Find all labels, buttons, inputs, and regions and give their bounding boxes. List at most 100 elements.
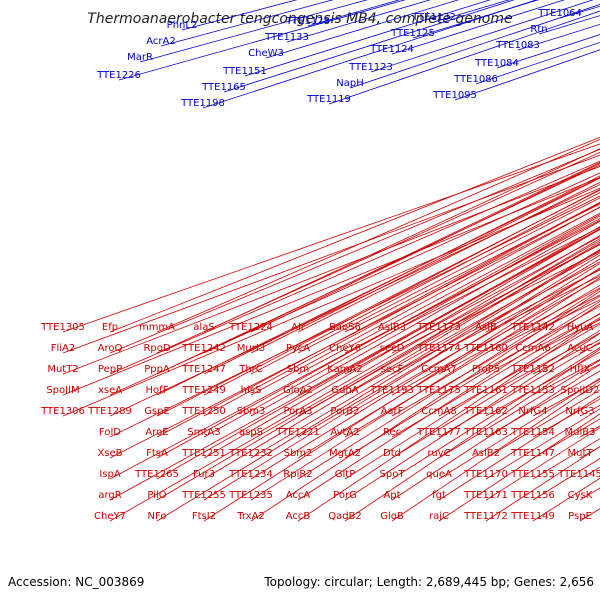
label-leader-line [250, 206, 600, 396]
gene-label: TTE1152 [510, 364, 555, 375]
label-leader-line [244, 0, 491, 77]
gene-label: CcmA7 [421, 364, 456, 375]
gene-label: FtsI2 [192, 511, 216, 522]
label-leader-line [250, 249, 600, 459]
accession-text: Accession: NC_003869 [8, 575, 144, 589]
gene-label: AvtA2 [330, 427, 359, 438]
gene-label: Sbm3 [237, 406, 266, 417]
label-leader-line [297, 318, 600, 522]
label-leader-line [156, 177, 600, 396]
gene-label: AroQ [98, 343, 123, 354]
gene-label: TTE1162 [463, 406, 508, 417]
gene-label: Alr [291, 322, 306, 333]
gene-label: TTE1128 [285, 16, 330, 27]
label-leader-line [109, 239, 600, 522]
gene-label: TTE1247 [181, 364, 226, 375]
gene-label: CysK [568, 490, 593, 501]
gene-label: TTE1193 [369, 385, 414, 396]
label-leader-line [62, 154, 600, 354]
gene-label: PorG [333, 490, 357, 501]
gene-label: Rec [383, 427, 401, 438]
gene-label: TTE1305 [40, 322, 85, 333]
gene-label: PppA [144, 364, 170, 375]
gene-label: TTE1084 [474, 58, 519, 69]
label-leader-line [297, 258, 600, 438]
gene-label: fgt [432, 490, 446, 501]
gene-label: AcrA2 [146, 36, 175, 47]
label-leader-line [203, 228, 600, 459]
gene-label: alaS [193, 322, 214, 333]
gene-label: TTE1198 [180, 98, 225, 109]
gene-label: xseA [98, 385, 122, 396]
map-title: Thermoanaerobacter tengcongensis MB4, co… [87, 11, 512, 27]
gene-label: CcmA6 [515, 343, 550, 354]
label-leader-line [109, 218, 600, 480]
gene-label: TTE1174 [416, 343, 461, 354]
gene-label: MurI3 [237, 343, 265, 354]
gene-label: BaeS6 [329, 322, 361, 333]
gene-label: TTE1125 [390, 28, 435, 39]
gene-label: Fur3 [193, 469, 215, 480]
gene-label: TTE1086 [453, 74, 498, 85]
label-leader-line [203, 202, 600, 417]
label-leader-line [109, 148, 600, 354]
label-leader-line [109, 160, 600, 375]
gene-label: NrfG3 [565, 406, 594, 417]
gene-label: secF [381, 364, 404, 375]
label-leader-line [203, 188, 600, 396]
gene-label: CheY7 [94, 511, 126, 522]
label-leader-line [328, 10, 600, 105]
label-leader-line [223, 0, 515, 93]
gene-label: MdlB3 [565, 427, 596, 438]
label-leader-line [156, 214, 600, 459]
gene-label: PspE [568, 511, 592, 522]
gene-label: NapH [336, 78, 363, 89]
label-leader-line [156, 139, 600, 333]
gene-label: TTE1249 [181, 385, 226, 396]
gene-label: MgtA2 [329, 448, 361, 459]
label-leaders [62, 0, 600, 522]
label-leader-line [344, 219, 600, 354]
gene-label: RpiR2 [283, 469, 312, 480]
gene-label: TTE1154 [510, 427, 555, 438]
gene-label: TTE1175 [416, 385, 461, 396]
label-leader-line [202, 0, 538, 109]
gene-label: PorA3 [283, 406, 312, 417]
gene-label: MutT2 [47, 364, 78, 375]
gene-label: TTE1155 [510, 469, 555, 480]
gene-label: TTE1224 [228, 322, 273, 333]
gene-label: GdhA [331, 385, 358, 396]
label-leader-line [250, 263, 600, 480]
gene-label: PepP [98, 364, 122, 375]
gene-label: TTE1232 [228, 448, 273, 459]
gene-label: GloB [380, 511, 404, 522]
gene-label: HflX [570, 364, 591, 375]
gene-label: TTE1133 [264, 32, 309, 43]
gene-label: argR [98, 490, 121, 501]
gene-label: TTE1177 [416, 427, 461, 438]
gene-label: TTE1170 [463, 469, 508, 480]
gene-label: GspE [144, 406, 170, 417]
gene-label: TTE1306 [40, 406, 85, 417]
gene-label: GltP [335, 469, 355, 480]
gene-label: TTE1147 [510, 448, 555, 459]
label-leader-line [344, 316, 600, 480]
gene-label: TTE1149 [510, 511, 555, 522]
label-leader-line [297, 288, 600, 480]
gene-labels: TTE1064 Rtn TTE1083 TTE1084 TTE1086 TTE1095 TT… [40, 8, 600, 522]
gene-label: CcmA8 [421, 406, 456, 417]
gene-label: TTE1235 [228, 490, 273, 501]
gene-label: TTE1265 [134, 469, 179, 480]
gene-label: TTE1242 [181, 343, 226, 354]
label-leader-line [203, 215, 600, 438]
gene-label: TTE1145 [557, 469, 600, 480]
gene-label: SpoIID2 [561, 385, 600, 396]
gene-label: Sbm2 [284, 448, 313, 459]
gene-label: TTE1173 [416, 322, 461, 333]
gene-label: mmmA [139, 322, 175, 333]
label-leader-line [62, 187, 600, 417]
gene-label: TTE1124 [369, 44, 414, 55]
gene-label: AroE [145, 427, 168, 438]
label-leader-line [156, 151, 600, 354]
